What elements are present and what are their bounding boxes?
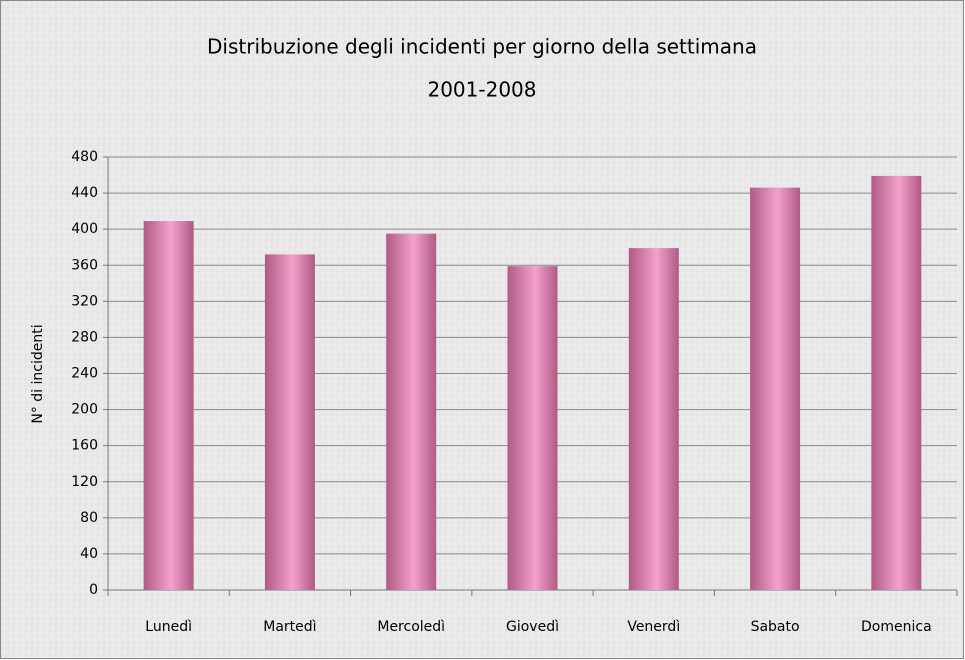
y-tick-label: 200 <box>71 402 98 418</box>
y-tick-label: 400 <box>71 221 98 237</box>
x-tick-label: Lunedì <box>145 619 192 635</box>
y-tick-label: 240 <box>71 366 98 382</box>
x-tick-label: Domenica <box>861 619 932 635</box>
y-tick-label: 0 <box>89 582 98 598</box>
bar <box>386 233 437 591</box>
chart-title: Distribuzione degli incidenti per giorno… <box>207 35 757 59</box>
y-axis-label: N° di incidenti <box>30 324 46 423</box>
x-tick-label: Mercoledì <box>377 619 445 635</box>
y-tick-label: 280 <box>71 329 98 345</box>
x-tick-label: Martedì <box>263 619 316 635</box>
y-tick-label: 480 <box>71 149 98 165</box>
bar <box>871 175 922 590</box>
x-tick-label: Venerdì <box>627 619 680 635</box>
bar <box>264 254 315 591</box>
y-tick-label: 360 <box>71 257 98 273</box>
bar <box>507 266 558 590</box>
x-tick-label: Giovedì <box>506 619 559 635</box>
y-tick-label: 440 <box>71 185 98 201</box>
bar <box>750 187 801 590</box>
bar <box>628 248 679 590</box>
y-tick-label: 40 <box>80 546 98 562</box>
y-tick-label: 120 <box>71 474 98 490</box>
chart-subtitle: 2001-2008 <box>427 78 536 102</box>
y-tick-label: 80 <box>80 510 98 526</box>
bar <box>143 221 194 590</box>
y-tick-label: 160 <box>71 438 98 454</box>
y-tick-label: 320 <box>71 293 98 309</box>
x-tick-label: Sabato <box>751 619 800 635</box>
